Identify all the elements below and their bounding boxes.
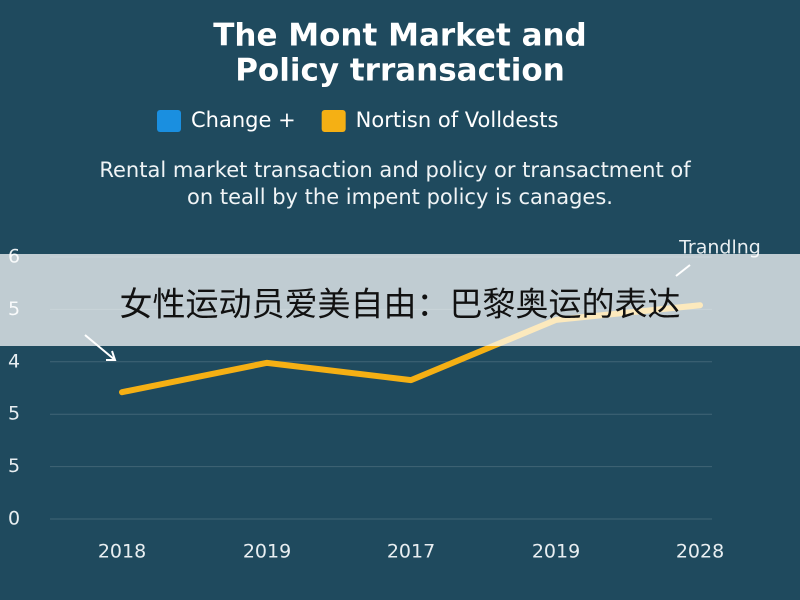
subtitle: Rental market transaction and policy or … xyxy=(99,158,691,182)
chart-title: The Mont Market and xyxy=(213,18,587,54)
x-tick-label: 2028 xyxy=(676,541,724,563)
legend-swatch xyxy=(321,110,346,132)
x-tick-label: 2017 xyxy=(387,541,435,563)
subtitle: on teall by the impent policy is canages… xyxy=(187,185,613,209)
x-tick-label: 2018 xyxy=(98,541,146,563)
banner-bg xyxy=(0,254,800,346)
legend-label: Change + xyxy=(191,108,296,132)
y-tick-label: 5 xyxy=(8,455,20,477)
legend-label: Nortisn of Volldests xyxy=(356,108,559,132)
y-tick-label: 4 xyxy=(8,350,20,372)
chart-title: Policy trransaction xyxy=(235,53,565,89)
x-tick-label: 2019 xyxy=(243,541,291,563)
legend-swatch xyxy=(157,110,181,132)
y-tick-label: 5 xyxy=(8,403,20,425)
x-tick-label: 2019 xyxy=(532,541,580,563)
annotation: Trandlng xyxy=(678,237,761,259)
y-tick-label: 0 xyxy=(8,508,20,530)
banner-text: 女性运动员爱美自由：巴黎奥运的表达 xyxy=(120,285,681,324)
